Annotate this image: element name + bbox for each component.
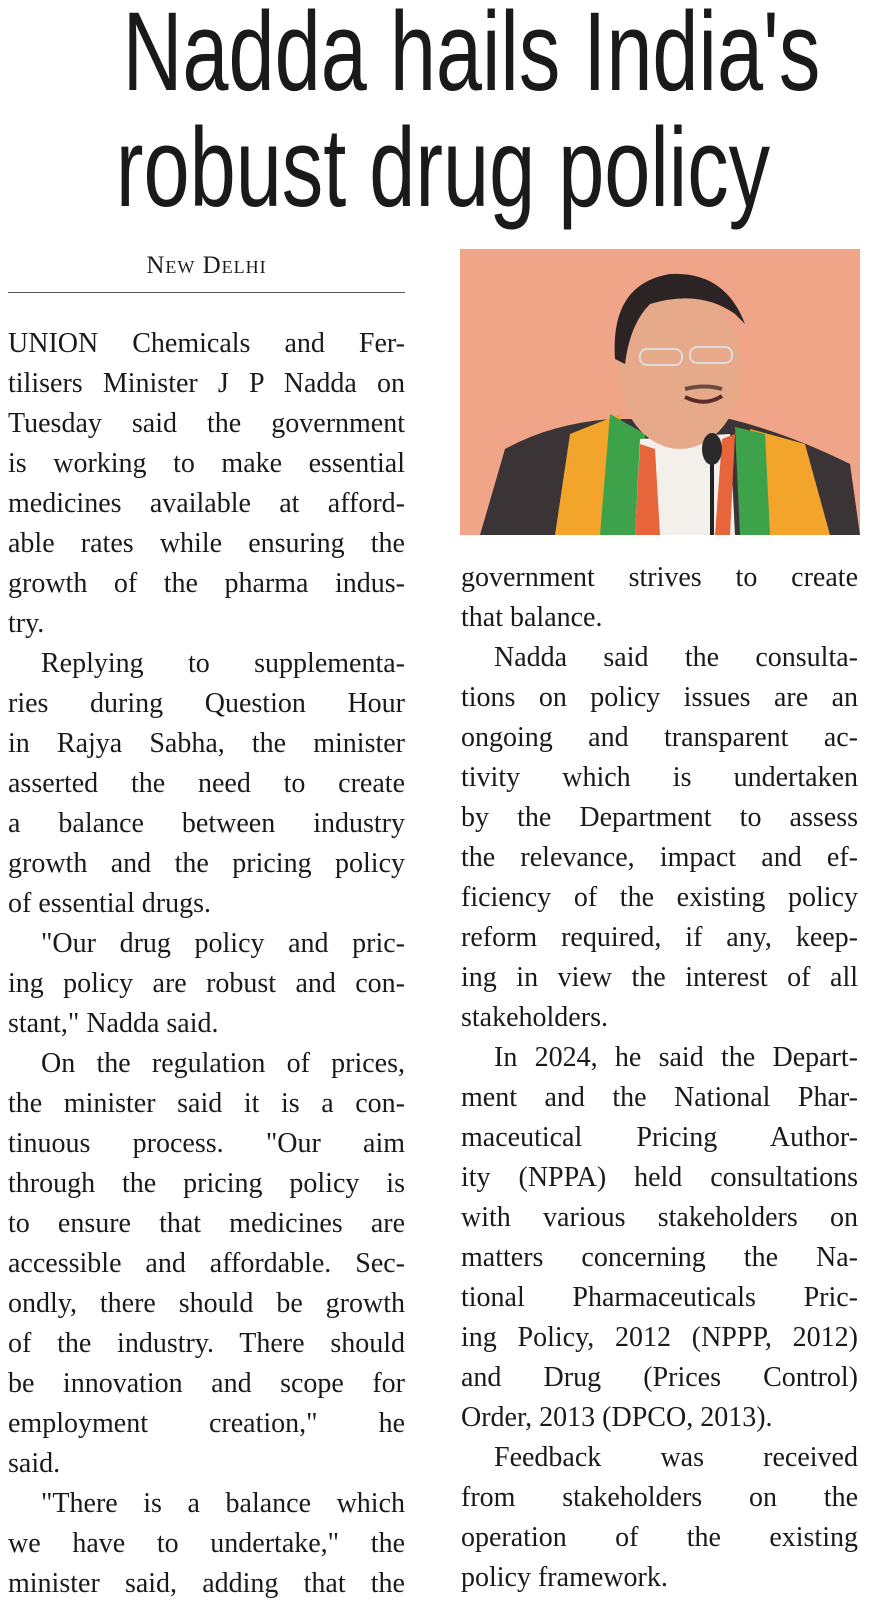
article-line: UNION Chemicals and Fer- [8,328,405,359]
article-line: ing in view the interest of all [461,962,858,993]
article-line: and Drug (Prices Control) [461,1362,858,1393]
article-line: growth and the pricing policy [8,848,405,879]
article-line: tions on policy issues are an [461,682,858,713]
article-line: Tuesday said the government [8,408,405,439]
article-line: accessible and affordable. Sec- [8,1248,405,1279]
headline-line-1: Nadda hails India's [0,0,886,108]
article-line: try. [8,608,45,639]
portrait-image [460,249,860,535]
article-line: by the Department to assess [461,802,858,833]
article-line: the relevance, impact and ef- [461,842,858,873]
article-line: stakeholders. [461,1002,608,1033]
article-line: ficiency of the existing policy [461,882,858,913]
article-line: maceutical Pricing Author- [461,1122,858,1153]
article-line: from stakeholders on the [461,1482,858,1513]
article-line: government strives to create [461,562,858,593]
news-photo [460,249,860,535]
article-line: tilisers Minister J P Nadda on [8,368,405,399]
article-column-right: government strives to create that balance… [461,558,858,1598]
article-line: the minister said it is a con- [8,1088,405,1119]
headline-line-2: robust drug policy [0,112,886,224]
article-line: with various stakeholders on [461,1202,858,1233]
article-line: reform required, if any, keep- [461,922,858,953]
article-line: ongoing and transparent ac- [461,722,858,753]
article-line: of the industry. There should [8,1328,405,1359]
article-line: Replying to supplementa- [41,648,405,679]
article-line: said. [8,1448,61,1479]
article-line: "Our drug policy and pric- [41,928,405,959]
article-line: be innovation and scope for [8,1368,405,1399]
article-line: is working to make essential [8,448,405,479]
article-line: ment and the National Phar- [461,1082,858,1113]
article-line: employment creation," he [8,1408,405,1439]
article-line: tinuous process. "Our aim [8,1128,405,1159]
article-line: medicines available at afford- [8,488,405,519]
headline-text-2: robust drug policy [115,105,771,230]
article-line: ondly, there should be growth [8,1288,405,1319]
article-line: tivity which is undertaken [461,762,858,793]
article-line: minister said, adding that the [8,1568,405,1599]
article-line: through the pricing policy is [8,1168,405,1199]
dateline-rule [8,292,405,293]
article-line: asserted the need to create [8,768,405,799]
article-line: Feedback was received [494,1442,858,1473]
article-line: we have to undertake," the [8,1528,405,1559]
headline-text-1: Nadda hails India's [122,0,821,114]
article-line: On the regulation of prices, [41,1048,405,1079]
article-line: tional Pharmaceuticals Pric- [461,1282,858,1313]
article-line: a balance between industry [8,808,405,839]
article-line: "There is a balance which [41,1488,405,1519]
article-line: policy framework. [461,1562,668,1593]
article-line: growth of the pharma indus- [8,568,405,599]
article-column-left: UNION Chemicals and Fer-tilisers Ministe… [8,324,405,1604]
article-line: ing policy are robust and con- [8,968,405,999]
article-line: ries during Question Hour [8,688,405,719]
article-line: stant," Nadda said. [8,1008,219,1039]
dateline: New Delhi [146,252,267,279]
article-line: Nadda said the consulta- [494,642,858,673]
article-line: ing Policy, 2012 (NPPP, 2012) [461,1322,858,1353]
article-line: that balance. [461,602,603,633]
article-line: Order, 2013 (DPCO, 2013). [461,1402,773,1433]
article-line: of essential drugs. [8,888,211,919]
article-line: In 2024, he said the Depart- [494,1042,858,1073]
article-line: to ensure that medicines are [8,1208,405,1239]
article-line: able rates while ensuring the [8,528,405,559]
article-line: in Rajya Sabha, the minister [8,728,405,759]
article-line: matters concerning the Na- [461,1242,858,1273]
article-line: ity (NPPA) held consultations [461,1162,858,1193]
article-line: operation of the existing [461,1522,858,1553]
